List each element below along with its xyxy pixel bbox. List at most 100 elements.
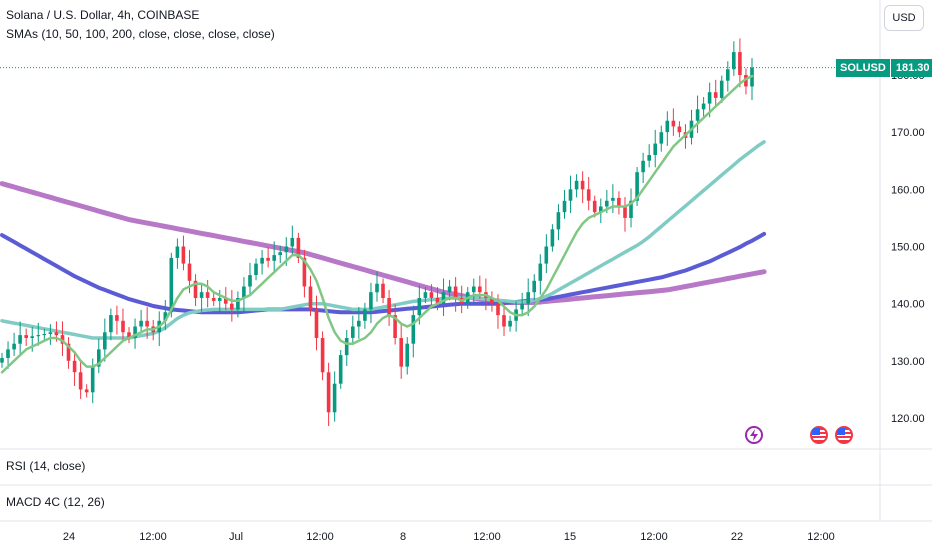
candle — [6, 341, 10, 369]
candle — [677, 121, 682, 138]
candle — [320, 331, 325, 381]
candle — [538, 254, 543, 295]
candle — [405, 337, 409, 375]
candle — [472, 278, 476, 304]
candle — [623, 197, 627, 232]
candle — [393, 304, 397, 345]
candle — [24, 328, 28, 346]
candle — [357, 307, 361, 339]
candle — [248, 262, 252, 296]
candle — [351, 315, 355, 345]
candle — [508, 315, 512, 332]
candle — [526, 278, 530, 316]
candle — [290, 225, 295, 256]
sma10-line — [0, 74, 754, 374]
candle — [42, 328, 47, 341]
candle — [544, 234, 549, 274]
candle — [332, 371, 337, 422]
candle — [732, 41, 736, 76]
candle — [556, 204, 561, 241]
candle — [169, 252, 174, 318]
candle — [441, 278, 446, 316]
us-flag-icon[interactable] — [810, 426, 828, 444]
candle — [701, 97, 706, 118]
x-tick-label: 12:00 — [807, 531, 835, 543]
candle — [139, 309, 143, 334]
candle — [242, 277, 246, 312]
currency-button[interactable]: USD — [884, 5, 924, 31]
candle — [211, 292, 216, 306]
candle — [278, 245, 282, 264]
y-tick-label: 160.00 — [891, 184, 925, 196]
candle — [738, 38, 742, 88]
candle — [199, 282, 204, 312]
candle — [574, 174, 579, 198]
candle — [72, 351, 77, 386]
candle — [562, 189, 567, 219]
candle — [423, 287, 428, 304]
candle — [344, 329, 349, 366]
candle — [193, 274, 198, 306]
candle — [338, 349, 343, 389]
candle — [411, 305, 416, 358]
chart-title: Solana / U.S. Dollar, 4h, COINBASE — [6, 8, 200, 22]
x-tick-label: 24 — [63, 531, 75, 543]
candle — [726, 61, 730, 92]
candle — [260, 249, 264, 275]
candle — [363, 302, 367, 329]
candle — [435, 287, 440, 311]
candle — [266, 247, 270, 268]
macd-pane-label[interactable]: MACD 4C (12, 26) — [6, 495, 105, 509]
candle — [617, 191, 621, 215]
sma200-line — [0, 181, 767, 305]
candle — [381, 278, 385, 304]
candle — [453, 277, 458, 312]
candle — [36, 322, 41, 346]
candle — [514, 301, 518, 332]
y-tick-label: 170.00 — [891, 127, 925, 139]
y-tick-label: 140.00 — [891, 299, 925, 311]
x-tick-label: 12:00 — [306, 531, 334, 543]
candle — [296, 232, 301, 264]
y-tick-label: 150.00 — [891, 242, 925, 254]
candle — [84, 384, 89, 398]
indicator-legend[interactable]: SMAs (10, 50, 100, 200, close, close, cl… — [6, 27, 275, 41]
candle — [12, 332, 16, 356]
candle — [580, 171, 585, 204]
candle — [671, 108, 676, 136]
candle — [217, 289, 222, 312]
candle — [115, 305, 119, 335]
sma50-line — [0, 140, 766, 340]
candle — [181, 235, 186, 271]
x-tick-label: 8 — [400, 531, 406, 543]
candle — [629, 188, 633, 228]
candle — [744, 68, 748, 95]
candle — [599, 198, 603, 224]
candle — [205, 279, 210, 308]
us-flag-icon[interactable] — [835, 426, 853, 444]
candle — [399, 324, 403, 379]
candle — [659, 125, 664, 152]
candle — [647, 144, 651, 168]
candle — [145, 307, 149, 339]
x-tick-label: Jul — [229, 531, 243, 543]
candle — [97, 338, 101, 374]
candle — [66, 337, 71, 369]
candle — [254, 258, 258, 281]
rsi-pane-label[interactable]: RSI (14, close) — [6, 459, 86, 473]
lightning-icon[interactable] — [745, 426, 763, 444]
last-price-symbol: SOLUSD — [836, 59, 890, 77]
candle — [127, 327, 131, 344]
y-tick-label: 120.00 — [891, 413, 925, 425]
candle — [750, 58, 754, 101]
candle — [60, 321, 65, 356]
candle — [490, 291, 494, 312]
last-price-tag: SOLUSD 181.30 — [836, 59, 932, 77]
candle — [550, 224, 555, 252]
candle — [719, 75, 724, 104]
candle — [272, 241, 276, 274]
candle — [0, 352, 4, 368]
candle — [175, 238, 180, 269]
candle — [586, 177, 591, 211]
